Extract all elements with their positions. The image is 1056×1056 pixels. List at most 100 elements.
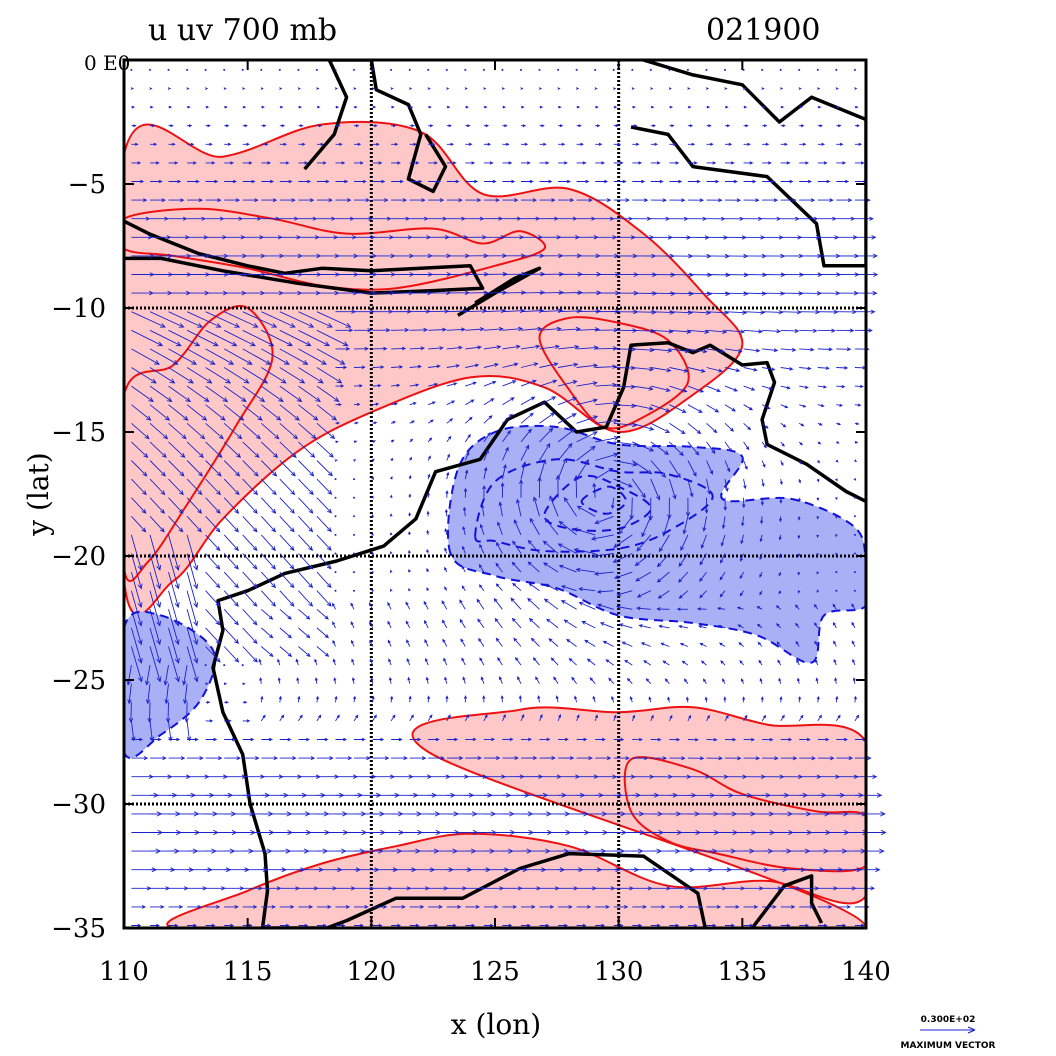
wind-vector bbox=[631, 87, 635, 90]
wind-vector bbox=[372, 346, 388, 351]
wind-vector bbox=[130, 87, 135, 90]
wind-vector bbox=[297, 87, 301, 90]
wind-vector bbox=[187, 198, 204, 203]
wind-vector bbox=[836, 198, 853, 203]
wind-vector bbox=[687, 441, 700, 456]
wind-vector bbox=[224, 124, 230, 128]
wind-vector bbox=[780, 404, 789, 409]
wind-vector bbox=[371, 87, 376, 90]
wind-vector bbox=[462, 506, 467, 517]
wind-vector bbox=[648, 696, 652, 703]
wind-vector bbox=[795, 622, 800, 629]
wind-vector bbox=[798, 422, 805, 427]
wind-vector bbox=[187, 179, 200, 184]
wind-vector bbox=[650, 404, 671, 413]
wind-vector bbox=[242, 646, 258, 663]
wind-vector bbox=[778, 571, 782, 577]
wind-vector bbox=[428, 105, 432, 109]
wind-vector bbox=[706, 179, 720, 184]
wind-vector bbox=[836, 403, 844, 407]
wind-vector bbox=[854, 714, 860, 722]
wind-vector bbox=[186, 571, 199, 609]
wind-vector bbox=[223, 534, 240, 552]
wind-vector bbox=[650, 161, 661, 165]
title-left: u uv 700 mb bbox=[148, 13, 337, 48]
wind-vector bbox=[483, 755, 501, 761]
wind-vector bbox=[316, 923, 327, 928]
wind-vector bbox=[621, 641, 633, 647]
wind-vector bbox=[409, 714, 414, 722]
wind-vector bbox=[483, 380, 497, 387]
wind-vector bbox=[650, 348, 673, 353]
wind-vector bbox=[511, 561, 522, 573]
wind-vector bbox=[205, 198, 222, 203]
wind-vector bbox=[483, 105, 488, 109]
wind-vector bbox=[298, 216, 318, 221]
wind-vector bbox=[150, 904, 165, 909]
wind-vector bbox=[835, 552, 838, 556]
wind-vector bbox=[539, 105, 544, 109]
wind-vector bbox=[799, 161, 810, 165]
wind-vector bbox=[854, 792, 883, 798]
wind-vector bbox=[316, 179, 330, 184]
wind-vector bbox=[779, 497, 783, 504]
wind-vector bbox=[725, 124, 731, 128]
wind-vector bbox=[610, 497, 615, 510]
wind-vector bbox=[568, 657, 577, 666]
wind-vector bbox=[645, 678, 652, 685]
wind-vector bbox=[743, 179, 757, 184]
wind-vector bbox=[186, 553, 199, 590]
wind-vector bbox=[679, 642, 689, 647]
wind-vector bbox=[853, 515, 856, 518]
wind-vector bbox=[549, 495, 559, 517]
wind-vector bbox=[150, 737, 162, 742]
wind-vector bbox=[149, 515, 165, 533]
wind-vector bbox=[408, 512, 411, 517]
wind-vector bbox=[127, 683, 132, 705]
wind-vector bbox=[520, 216, 541, 221]
wind-vector bbox=[817, 142, 826, 146]
wind-vector bbox=[632, 904, 648, 909]
wind-vector bbox=[660, 642, 670, 647]
wind-vector bbox=[836, 366, 849, 370]
y-axis-label: y (lat) bbox=[22, 452, 55, 536]
wind-vector bbox=[260, 714, 266, 722]
wind-vector bbox=[297, 68, 300, 71]
wind-vector bbox=[409, 438, 414, 443]
wind-vector bbox=[742, 497, 746, 509]
wind-vector bbox=[706, 142, 714, 146]
wind-vector bbox=[736, 606, 744, 610]
wind-vector bbox=[446, 345, 463, 350]
wind-vector bbox=[816, 534, 820, 539]
wind-vector bbox=[681, 660, 689, 666]
wind-vector bbox=[851, 621, 856, 629]
wind-vector bbox=[799, 179, 813, 184]
x-tick-label-110: 110 bbox=[99, 957, 149, 987]
wind-vector bbox=[446, 714, 451, 722]
wind-vector bbox=[168, 161, 179, 165]
wind-vector bbox=[650, 367, 672, 373]
wind-vector bbox=[316, 478, 333, 495]
wind-vector bbox=[223, 348, 253, 365]
wind-vector bbox=[853, 695, 857, 703]
wind-vector bbox=[353, 478, 355, 481]
wind-vector bbox=[584, 639, 596, 647]
wind-vector bbox=[316, 161, 327, 165]
wind-vector bbox=[205, 161, 216, 165]
wind-vector bbox=[279, 422, 299, 440]
wind-vector bbox=[656, 607, 670, 611]
wind-vector bbox=[596, 589, 614, 594]
wind-vector bbox=[131, 404, 152, 421]
wind-vector bbox=[521, 161, 531, 165]
wind-vector bbox=[332, 621, 336, 629]
wind-vector bbox=[335, 124, 341, 128]
wind-vector bbox=[334, 515, 337, 518]
wind-vector bbox=[261, 904, 277, 909]
wind-vector bbox=[595, 435, 620, 443]
wind-vector bbox=[428, 142, 436, 146]
wind-vector bbox=[702, 678, 707, 684]
wind-vector bbox=[445, 695, 449, 703]
wind-vector bbox=[205, 497, 221, 514]
wind-vector bbox=[835, 515, 838, 519]
wind-vector bbox=[817, 441, 822, 445]
